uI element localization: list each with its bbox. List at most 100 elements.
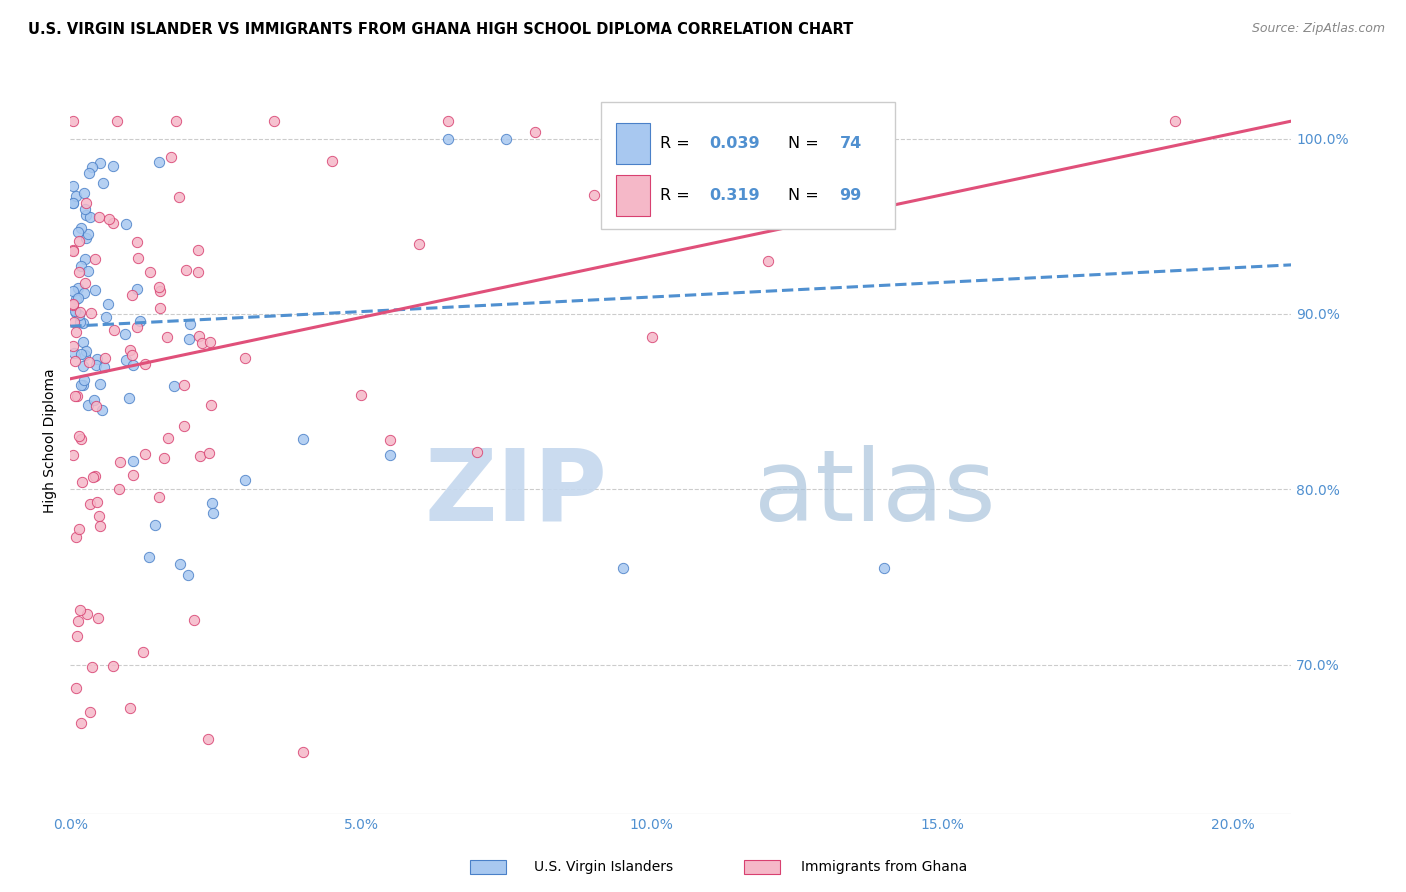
Point <box>63 353 86 368</box>
Point <box>125 282 148 296</box>
Text: R =: R = <box>659 136 695 151</box>
Point <box>107 114 129 128</box>
Point <box>291 432 314 446</box>
Point <box>69 432 91 446</box>
Point <box>76 398 98 412</box>
Point <box>80 659 103 673</box>
Point <box>65 530 87 544</box>
Point <box>62 296 84 310</box>
Point <box>79 706 101 720</box>
Point <box>101 159 124 173</box>
Point <box>62 243 84 257</box>
Point <box>94 351 117 365</box>
Text: R =: R = <box>659 187 695 202</box>
Text: ZIP: ZIP <box>425 445 607 541</box>
Point <box>69 715 91 730</box>
Point <box>169 557 191 571</box>
Point <box>190 449 212 463</box>
Point <box>83 469 105 483</box>
Point <box>84 358 107 372</box>
Point <box>191 336 214 351</box>
Point <box>187 264 209 278</box>
Point <box>408 236 430 251</box>
Point <box>139 265 162 279</box>
Point <box>89 509 111 524</box>
Point <box>65 293 87 307</box>
Point <box>62 298 84 312</box>
Point <box>73 348 96 362</box>
Point <box>79 497 101 511</box>
Y-axis label: High School Diploma: High School Diploma <box>44 368 58 513</box>
Point <box>69 603 91 617</box>
Point <box>62 448 84 462</box>
Point <box>524 125 547 139</box>
Point <box>67 522 90 536</box>
Point <box>65 305 87 319</box>
Point <box>495 131 517 145</box>
Point <box>149 284 172 298</box>
Point <box>291 745 314 759</box>
Point <box>65 325 87 339</box>
Point <box>233 351 256 365</box>
Point <box>70 475 93 490</box>
Point <box>62 339 84 353</box>
Point <box>62 315 84 329</box>
Point <box>76 607 98 622</box>
Point <box>76 231 98 245</box>
Point <box>67 308 90 322</box>
Point <box>62 179 84 194</box>
Point <box>73 373 96 387</box>
Text: Immigrants from Ghana: Immigrants from Ghana <box>801 860 967 874</box>
Text: N =: N = <box>789 136 824 151</box>
Point <box>65 188 87 202</box>
Point <box>90 402 112 417</box>
Point <box>148 155 170 169</box>
Point <box>127 252 149 266</box>
Point <box>87 611 110 625</box>
Point <box>91 176 114 190</box>
FancyBboxPatch shape <box>602 102 894 228</box>
Point <box>63 303 86 318</box>
Point <box>350 388 373 402</box>
Point <box>582 187 605 202</box>
Point <box>69 315 91 329</box>
Point <box>173 418 195 433</box>
Point <box>173 378 195 392</box>
Point <box>62 244 84 258</box>
Point <box>165 114 187 128</box>
Point <box>117 391 139 405</box>
Point <box>83 392 105 407</box>
Point <box>153 451 176 466</box>
Point <box>118 343 141 357</box>
Point <box>70 377 93 392</box>
Point <box>201 496 224 510</box>
Point <box>75 343 97 358</box>
Point <box>66 291 89 305</box>
Point <box>156 432 179 446</box>
Point <box>70 347 93 361</box>
Point <box>201 506 224 520</box>
Text: U.S. VIRGIN ISLANDER VS IMMIGRANTS FROM GHANA HIGH SCHOOL DIPLOMA CORRELATION CH: U.S. VIRGIN ISLANDER VS IMMIGRANTS FROM … <box>28 22 853 37</box>
Point <box>70 259 93 273</box>
Point <box>125 320 148 334</box>
Text: N =: N = <box>789 187 824 202</box>
Point <box>72 316 94 330</box>
Point <box>437 131 460 145</box>
Point <box>62 346 84 360</box>
Point <box>103 323 125 337</box>
Point <box>82 470 104 484</box>
Point <box>75 252 97 267</box>
Point <box>187 243 209 257</box>
Point <box>65 681 87 695</box>
Point <box>465 444 488 458</box>
Point <box>77 166 100 180</box>
Text: U.S. Virgin Islanders: U.S. Virgin Islanders <box>534 860 673 874</box>
Point <box>66 629 89 643</box>
Point <box>134 447 156 461</box>
Point <box>115 352 138 367</box>
Point <box>62 114 84 128</box>
Point <box>72 377 94 392</box>
Point <box>86 495 108 509</box>
Point <box>67 265 90 279</box>
Point <box>114 327 136 342</box>
